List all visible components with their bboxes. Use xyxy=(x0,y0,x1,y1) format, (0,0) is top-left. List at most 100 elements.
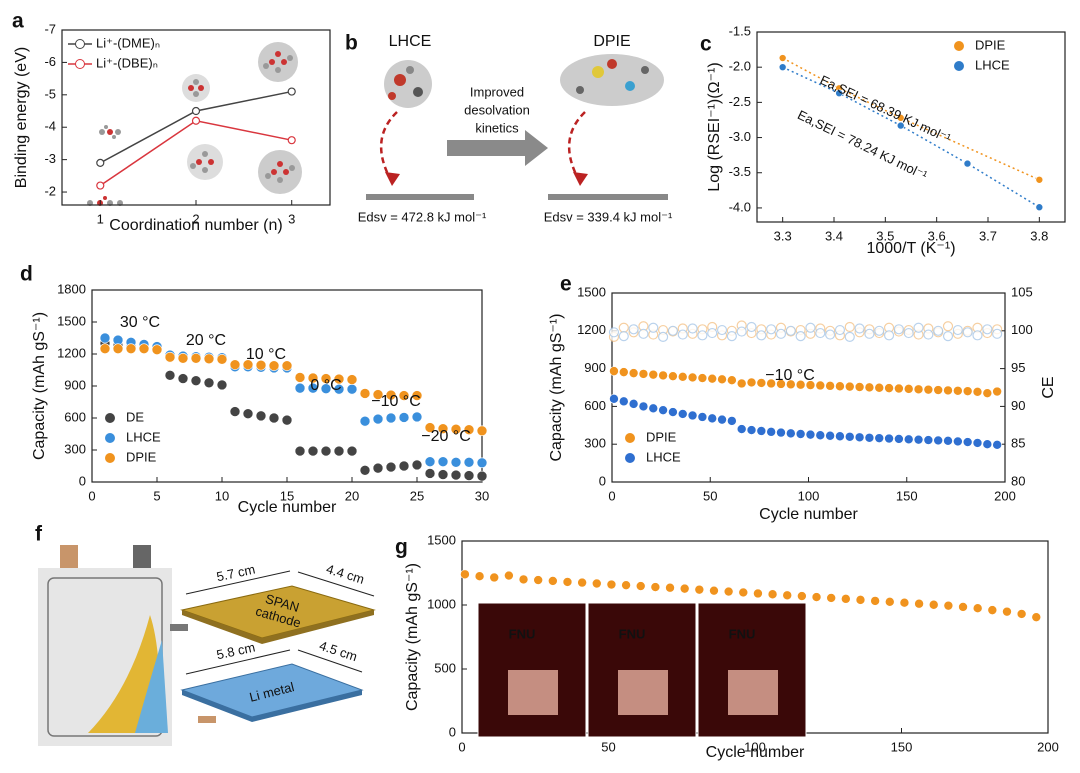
data-point xyxy=(177,352,189,364)
data-point xyxy=(281,414,293,426)
y-axis-label: Binding energy (eV) xyxy=(13,47,30,188)
data-point xyxy=(884,596,895,607)
data-point xyxy=(164,351,176,363)
dimension-line xyxy=(297,571,375,597)
data-point xyxy=(463,424,475,436)
data-point xyxy=(638,328,649,339)
data-point xyxy=(359,415,371,427)
x-tick-label: 1 xyxy=(97,211,104,226)
y-tick-label: 0 xyxy=(599,473,606,488)
data-point xyxy=(923,435,934,445)
dimension-line xyxy=(185,570,291,595)
data-point xyxy=(346,374,358,385)
data-point xyxy=(437,423,449,434)
data-point xyxy=(437,456,449,468)
data-point xyxy=(346,383,358,395)
legend-marker xyxy=(625,433,635,443)
data-point xyxy=(385,461,397,473)
data-point xyxy=(151,344,163,356)
energy-label: Edsv = 472.8 kJ mol⁻¹ xyxy=(358,209,487,224)
data-point xyxy=(618,396,629,407)
legend-label: LHCE xyxy=(646,449,681,464)
arrow-text: Improved xyxy=(470,84,524,99)
data-point xyxy=(229,359,241,370)
data-point xyxy=(359,464,371,476)
data-point xyxy=(191,116,201,125)
inset-text: FNU xyxy=(729,626,756,641)
y-tick-label: 0 xyxy=(79,473,86,488)
annotation: −10 °C xyxy=(371,393,421,410)
data-point xyxy=(333,445,345,457)
y-tick-label: -1.5 xyxy=(729,23,751,38)
data-point xyxy=(736,326,747,337)
data-point xyxy=(776,379,786,389)
data-point xyxy=(190,352,202,364)
data-point xyxy=(746,425,757,435)
data-point xyxy=(618,330,629,342)
data-point xyxy=(96,158,105,167)
data-point xyxy=(424,456,436,468)
data-point xyxy=(96,181,105,190)
data-point xyxy=(679,583,690,594)
x-tick-label: 3.4 xyxy=(825,228,843,243)
diagram-title: DPIE xyxy=(593,33,630,50)
anode-edge xyxy=(182,690,362,722)
y-tick-label: -3.5 xyxy=(729,164,751,179)
data-point xyxy=(658,370,668,381)
data-point xyxy=(591,578,602,589)
data-point xyxy=(992,386,1002,397)
panel-letter: c xyxy=(700,33,712,56)
data-point xyxy=(424,422,436,433)
y-tick-label: -3 xyxy=(44,151,56,166)
data-point xyxy=(463,470,475,481)
y2-tick-label: 85 xyxy=(1011,436,1025,451)
x-tick-label: 3.8 xyxy=(1030,228,1048,243)
y-tick-label: -4 xyxy=(44,119,56,134)
data-point xyxy=(1002,606,1012,617)
data-point xyxy=(697,330,708,341)
data-point xyxy=(835,89,843,98)
data-point xyxy=(608,327,620,338)
data-point xyxy=(242,408,254,420)
arrow xyxy=(380,111,398,183)
inset-text: FNU xyxy=(509,626,536,641)
data-point xyxy=(717,374,727,385)
data-point xyxy=(638,401,649,412)
x-tick-label: 3.5 xyxy=(876,228,894,243)
data-point xyxy=(606,579,617,590)
panel-letter: f xyxy=(35,523,43,546)
y-tick-label: 1200 xyxy=(57,345,86,360)
x-axis-label: 1000/T (K⁻¹) xyxy=(866,240,955,257)
y2-tick-label: 105 xyxy=(1011,284,1033,299)
data-point xyxy=(815,380,826,391)
annotation: −20 °C xyxy=(421,428,471,445)
y-tick-label: -2.5 xyxy=(729,94,751,109)
data-point xyxy=(533,575,543,585)
data-point xyxy=(727,416,737,426)
data-point xyxy=(894,434,904,444)
energy-label: Edsv = 339.4 kJ mol⁻¹ xyxy=(544,209,673,224)
data-point xyxy=(474,571,485,582)
data-point xyxy=(982,439,993,450)
x-tick-label: 50 xyxy=(703,488,717,503)
data-point xyxy=(884,383,894,393)
dimension-line xyxy=(297,649,363,673)
data-point xyxy=(697,412,708,422)
data-point xyxy=(933,385,943,395)
data-point xyxy=(450,469,462,481)
legend-marker xyxy=(75,39,85,49)
data-point xyxy=(177,373,189,384)
data-point xyxy=(687,410,698,421)
data-point xyxy=(785,325,796,336)
data-point xyxy=(933,325,944,336)
anode-curl xyxy=(135,640,168,733)
data-point xyxy=(943,435,953,446)
data-point xyxy=(805,429,816,440)
data-point xyxy=(982,324,993,335)
y-tick-label: -7 xyxy=(44,21,56,36)
legend-marker xyxy=(105,413,115,423)
data-point xyxy=(677,371,688,382)
data-point xyxy=(972,603,983,614)
data-point xyxy=(398,460,410,472)
